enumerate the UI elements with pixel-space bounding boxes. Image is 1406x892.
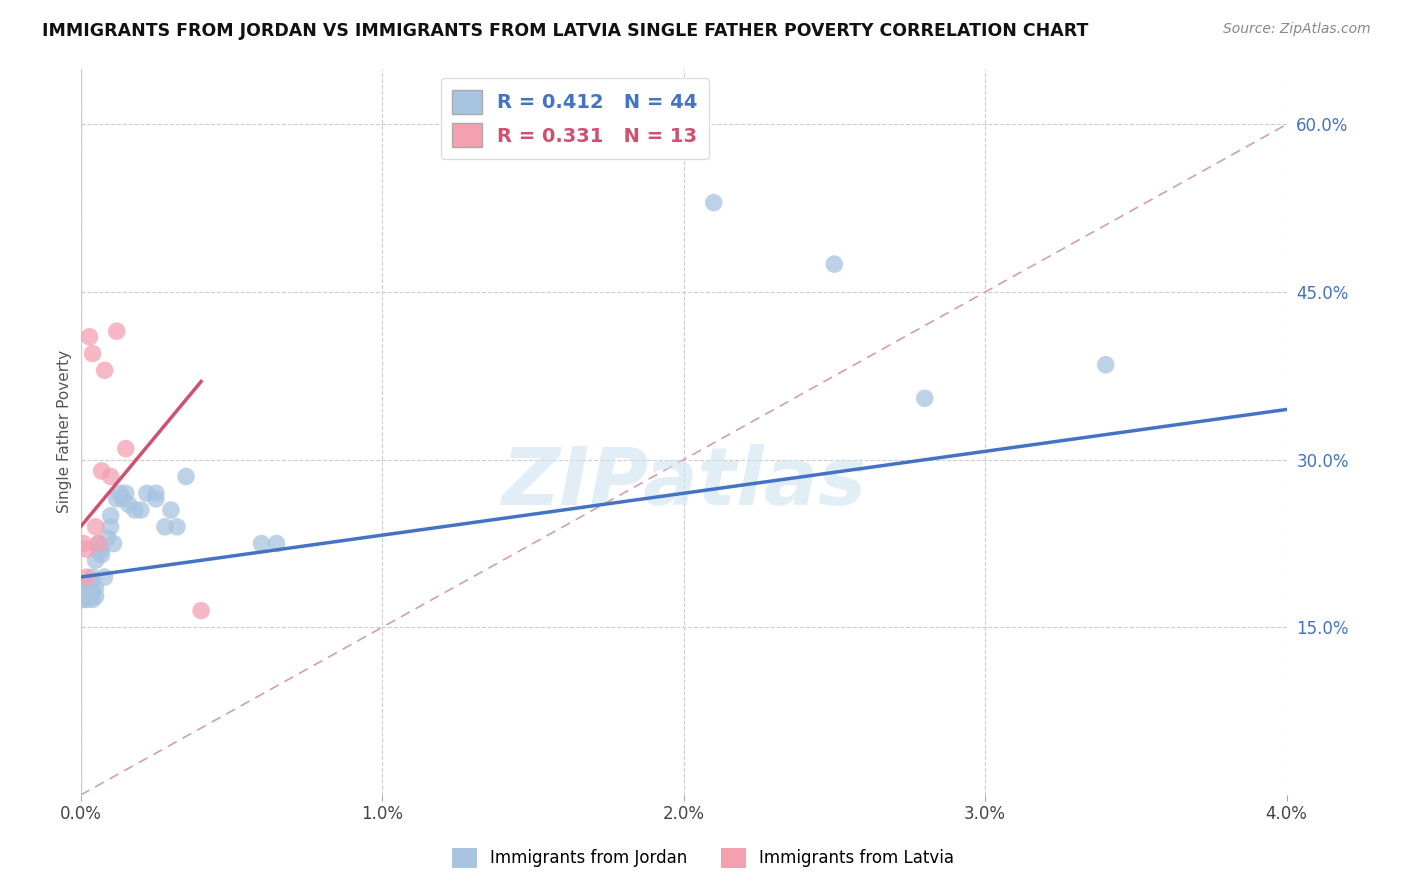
Point [823, 257, 845, 271]
Point [79, 582, 101, 596]
Point [190, 604, 212, 618]
Point [87, 544, 110, 558]
Point [266, 536, 288, 550]
Text: Source: ZipAtlas.com: Source: ZipAtlas.com [1223, 22, 1371, 37]
Text: IMMIGRANTS FROM JORDAN VS IMMIGRANTS FROM LATVIA SINGLE FATHER POVERTY CORRELATI: IMMIGRANTS FROM JORDAN VS IMMIGRANTS FRO… [42, 22, 1088, 40]
Text: ZIPatlas: ZIPatlas [501, 443, 866, 522]
Point [90, 548, 112, 562]
Point [76, 542, 98, 557]
Legend: R = 0.412   N = 44, R = 0.331   N = 13: R = 0.412 N = 44, R = 0.331 N = 13 [441, 78, 709, 159]
Point [82, 592, 104, 607]
Point [84, 553, 107, 567]
Point [90, 464, 112, 478]
Point [103, 536, 125, 550]
Point [135, 486, 157, 500]
Point [100, 520, 122, 534]
Point [76, 570, 98, 584]
Point [105, 491, 128, 506]
Point [79, 587, 101, 601]
Point [82, 583, 104, 598]
Point [250, 536, 273, 550]
Point [145, 491, 167, 506]
Point [105, 324, 128, 338]
Point [93, 363, 115, 377]
Point [100, 508, 122, 523]
Point [87, 536, 110, 550]
Point [153, 520, 176, 534]
Point [72, 587, 94, 601]
Point [72, 536, 94, 550]
Point [76, 592, 98, 607]
Point [84, 589, 107, 603]
Point [703, 195, 725, 210]
Point [166, 520, 188, 534]
Point [79, 330, 101, 344]
Point [145, 486, 167, 500]
Point [82, 570, 104, 584]
Point [79, 591, 101, 606]
Point [79, 575, 101, 590]
Point [100, 469, 122, 483]
Point [914, 391, 936, 405]
Point [108, 486, 131, 500]
Point [82, 346, 104, 360]
Point [1094, 358, 1116, 372]
Point [174, 469, 197, 483]
Point [76, 584, 98, 599]
Point [129, 503, 152, 517]
Point [76, 589, 98, 603]
Point [160, 503, 183, 517]
Point [97, 531, 120, 545]
Point [118, 498, 141, 512]
Point [90, 542, 112, 557]
Point [72, 592, 94, 607]
Point [93, 570, 115, 584]
Point [114, 486, 136, 500]
Point [84, 520, 107, 534]
Point [114, 442, 136, 456]
Point [111, 491, 134, 506]
Y-axis label: Single Father Poverty: Single Father Poverty [58, 351, 72, 514]
Point [87, 536, 110, 550]
Legend: Immigrants from Jordan, Immigrants from Latvia: Immigrants from Jordan, Immigrants from … [446, 841, 960, 875]
Point [124, 503, 146, 517]
Point [84, 582, 107, 596]
